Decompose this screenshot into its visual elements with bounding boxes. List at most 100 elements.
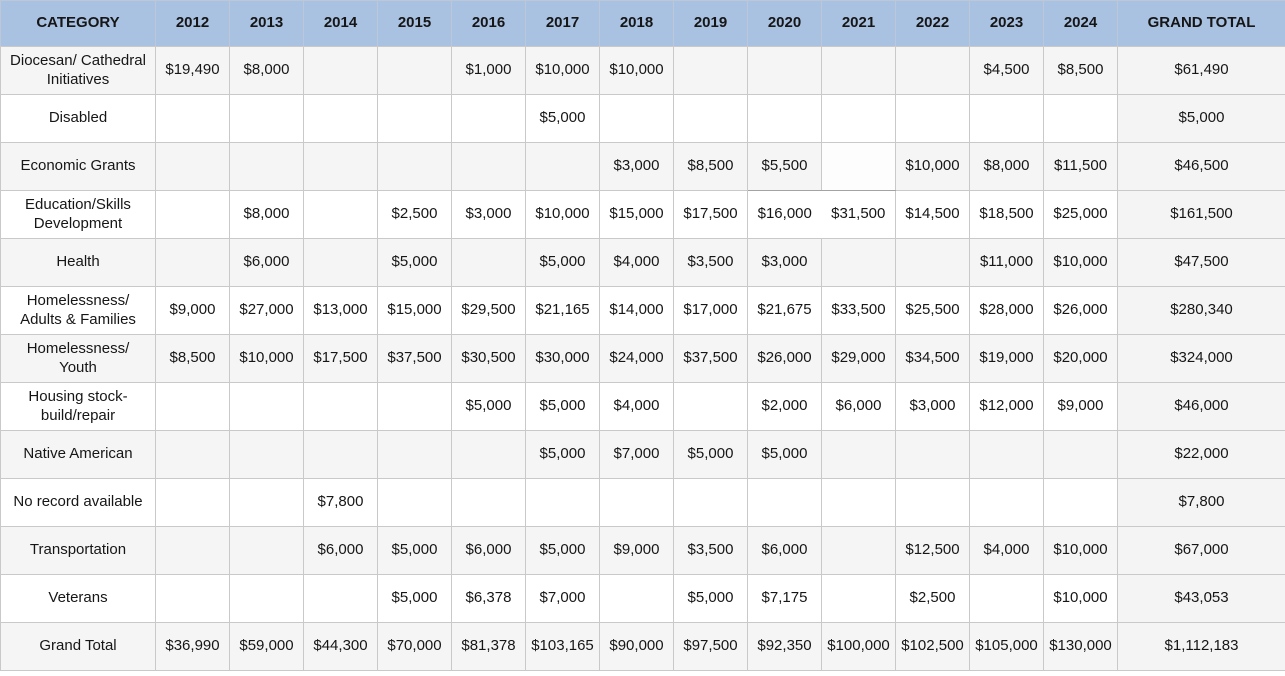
value-cell [599,94,674,143]
row-total-cell: $5,000 [1117,94,1285,143]
value-cell: $1,000 [451,46,526,95]
value-cell: $18,500 [969,190,1044,239]
column-header-2017: 2017 [525,0,600,47]
value-cell [377,382,452,431]
category-cell: Education/Skills Development [0,190,156,239]
value-cell: $92,350 [747,622,822,671]
column-header-grand-total: GRAND TOTAL [1117,0,1285,47]
category-cell: Transportation [0,526,156,575]
value-cell: $11,000 [969,238,1044,287]
value-cell [747,478,822,527]
value-cell [1043,478,1118,527]
value-cell [451,142,526,191]
value-cell [451,430,526,479]
value-cell: $21,165 [525,286,600,335]
value-cell: $10,000 [229,334,304,383]
value-cell [303,142,378,191]
value-cell [155,142,230,191]
value-cell: $70,000 [377,622,452,671]
value-cell [229,526,304,575]
value-cell: $5,000 [525,94,600,143]
value-cell [895,46,970,95]
value-cell: $24,000 [599,334,674,383]
value-cell [525,478,600,527]
value-cell: $8,500 [673,142,748,191]
value-cell [821,238,896,287]
value-cell: $4,000 [599,238,674,287]
value-cell: $6,378 [451,574,526,623]
value-cell: $10,000 [1043,238,1118,287]
value-cell [747,94,822,143]
value-cell: $17,000 [673,286,748,335]
value-cell: $103,165 [525,622,600,671]
value-cell [895,94,970,143]
value-cell [303,190,378,239]
value-cell: $3,000 [599,142,674,191]
table-row-transportation: Transportation $6,000 $5,000 $6,000 $5,000 $9… [0,526,1285,575]
value-cell [451,94,526,143]
category-cell: Homelessness/ Adults & Families [0,286,156,335]
value-cell [155,94,230,143]
value-cell: $130,000 [1043,622,1118,671]
value-cell: $5,000 [525,430,600,479]
category-cell: Economic Grants [0,142,156,191]
value-cell: $14,500 [895,190,970,239]
value-cell: $15,000 [599,190,674,239]
value-cell: $4,000 [969,526,1044,575]
value-cell: $10,000 [1043,526,1118,575]
value-cell: $7,000 [525,574,600,623]
value-cell: $13,000 [303,286,378,335]
value-cell [155,190,230,239]
value-cell: $28,000 [969,286,1044,335]
row-total-cell: $324,000 [1117,334,1285,383]
value-cell: $5,000 [525,526,600,575]
value-cell: $5,500 [747,142,822,191]
value-cell: $81,378 [451,622,526,671]
value-cell [821,526,896,575]
value-cell [969,94,1044,143]
value-cell [673,46,748,95]
value-cell: $10,000 [895,142,970,191]
column-header-2019: 2019 [673,0,748,47]
value-cell [895,430,970,479]
value-cell [303,238,378,287]
value-cell: $25,500 [895,286,970,335]
value-cell: $4,000 [599,382,674,431]
value-cell: $37,500 [377,334,452,383]
column-header-2022: 2022 [895,0,970,47]
value-cell [229,430,304,479]
value-cell: $100,000 [821,622,896,671]
table-row-veterans: Veterans $5,000 $6,378 $7,000 $5,000 $7,175 $2… [0,574,1285,623]
row-total-cell: $7,800 [1117,478,1285,527]
value-cell: $10,000 [525,190,600,239]
value-cell: $30,000 [525,334,600,383]
value-cell: $12,500 [895,526,970,575]
value-cell: $19,490 [155,46,230,95]
value-cell [303,574,378,623]
value-cell [525,142,600,191]
value-cell [451,478,526,527]
table-row-homelessness-adults-families: Homelessness/ Adults & Families $9,000 $27… [0,286,1285,335]
column-header-2013: 2013 [229,0,304,47]
value-cell [599,478,674,527]
value-cell: $7,000 [599,430,674,479]
value-cell: $3,000 [451,190,526,239]
value-cell: $6,000 [303,526,378,575]
table-row-grand-total: Grand Total $36,990 $59,000 $44,300 $70,000 $… [0,622,1285,671]
value-cell [673,478,748,527]
value-cell: $8,000 [969,142,1044,191]
value-cell [747,46,822,95]
value-cell: $29,500 [451,286,526,335]
table-row-housing-stock-build-repair: Housing stock- build/repair $5,000 $5,000 $… [0,382,1285,431]
value-cell [895,238,970,287]
value-cell: $8,500 [155,334,230,383]
value-cell: $16,000 [747,190,822,239]
value-cell: $17,500 [303,334,378,383]
value-cell: $5,000 [747,430,822,479]
value-cell: $5,000 [673,574,748,623]
table-row-homelessness-youth: Homelessness/ Youth $8,500 $10,000 $17,500 $… [0,334,1285,383]
category-cell: Veterans [0,574,156,623]
value-cell: $15,000 [377,286,452,335]
value-cell: $31,500 [821,190,896,239]
